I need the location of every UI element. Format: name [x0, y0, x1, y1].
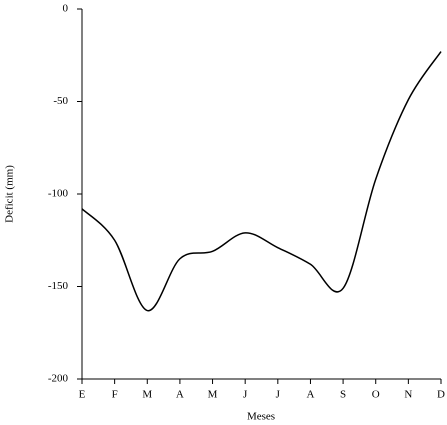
y-tick-label: 0	[63, 3, 69, 15]
data-line	[81, 51, 442, 312]
x-tick-label: J	[276, 389, 281, 401]
x-tick-label: M	[208, 389, 218, 401]
x-tick-label: A	[306, 389, 314, 401]
x-axis-label: Meses	[247, 411, 275, 423]
x-tick-label: J	[243, 389, 248, 401]
y-tick-label: -150	[48, 280, 69, 292]
x-tick-label: A	[176, 389, 184, 401]
x-tick-label: N	[404, 389, 412, 401]
x-tick-label: O	[372, 389, 380, 401]
y-axis-label: Deficit (mm)	[4, 165, 16, 223]
x-tick-label: F	[112, 389, 118, 401]
x-tick-label: E	[79, 389, 86, 401]
y-tick-label: -50	[53, 95, 68, 107]
x-tick-label: S	[340, 389, 346, 401]
x-tick-label: D	[437, 389, 445, 401]
y-tick-label: -100	[48, 188, 69, 200]
y-tick-label: -200	[48, 373, 69, 385]
x-tick-label: M	[142, 389, 152, 401]
